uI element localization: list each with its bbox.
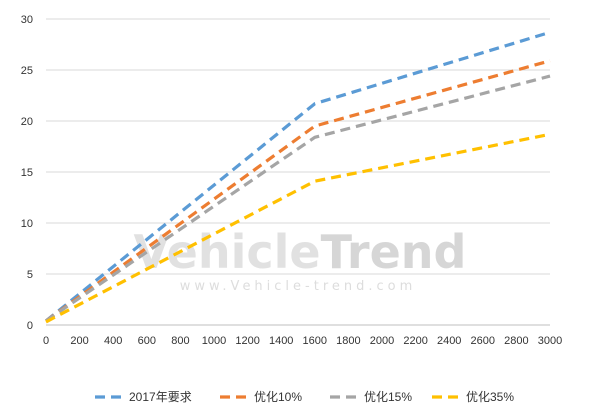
legend-label: 优化10%	[254, 390, 302, 404]
series-lines	[44, 30, 551, 324]
series-line	[45, 132, 551, 324]
x-tick-label: 2600	[471, 335, 495, 347]
x-tick-label: 1000	[202, 335, 226, 347]
y-tick-label: 10	[21, 218, 33, 230]
legend-label: 优化15%	[364, 390, 412, 404]
watermark-brand: VehicleTrend	[134, 225, 467, 279]
watermark-url: www.Vehicle-trend.com	[180, 279, 417, 294]
series-line	[45, 74, 551, 323]
x-tick-label: 0	[43, 335, 49, 347]
x-tick-label: 1200	[235, 335, 259, 347]
x-tick-label: 600	[138, 335, 156, 347]
x-tick-labels: 0 200 400 600 800 1000 1200 1400 1600 1800 2000 220…	[43, 335, 562, 347]
y-tick-label: 20	[21, 116, 33, 128]
y-tick-label: 15	[21, 167, 33, 179]
gridlines	[46, 18, 550, 275]
y-tick-label: 30	[21, 14, 33, 26]
x-tick-label: 3000	[538, 335, 562, 347]
x-tick-label: 1800	[336, 335, 360, 347]
x-tick-label: 1600	[303, 335, 327, 347]
legend-label: 优化35%	[466, 390, 514, 404]
x-tick-label: 1400	[269, 335, 293, 347]
watermark-brand-part1: Vehicle	[134, 225, 321, 279]
watermark-brand-part2: Trend	[321, 225, 467, 279]
y-tick-labels: 0 5 10 15 20 25 30	[21, 14, 33, 332]
x-tick-label: 800	[171, 335, 189, 347]
x-tick-label: 2200	[403, 335, 427, 347]
watermark: VehicleTrend www.Vehicle-trend.com	[134, 225, 467, 294]
x-tick-label: 2400	[437, 335, 461, 347]
x-tick-label: 2000	[370, 335, 394, 347]
x-tick-label: 400	[104, 335, 122, 347]
legend: 2017年要求 优化10% 优化15% 优化35%	[95, 390, 514, 404]
y-tick-label: 0	[27, 320, 33, 332]
y-tick-label: 5	[27, 269, 33, 281]
x-tick-label: 2800	[504, 335, 528, 347]
x-tick-label: 200	[70, 335, 88, 347]
series-line	[44, 30, 551, 323]
legend-label: 2017年要求	[129, 390, 192, 404]
y-tick-label: 25	[21, 65, 33, 77]
